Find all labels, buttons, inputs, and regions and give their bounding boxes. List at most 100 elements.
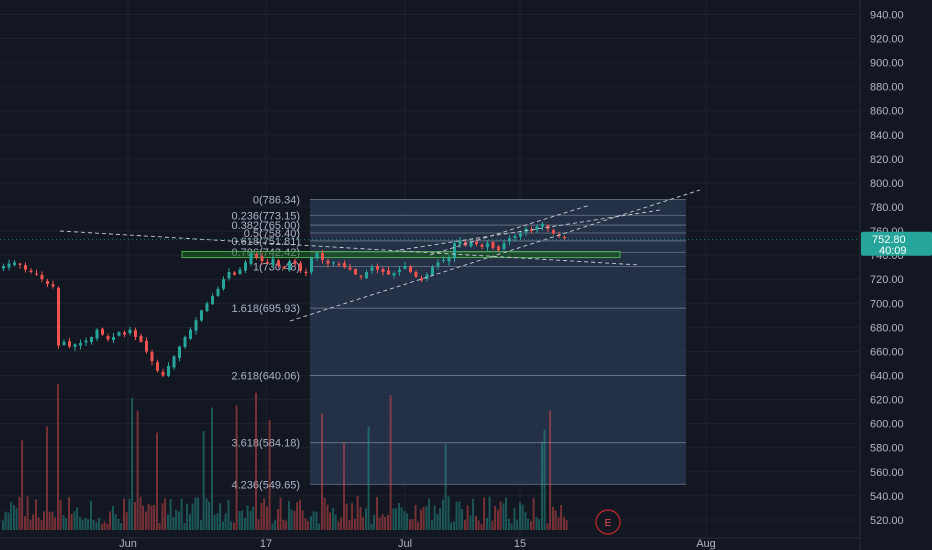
bar-countdown-label: 40:09 (879, 245, 907, 257)
candle-body (150, 351, 154, 362)
volume-bar (205, 498, 208, 530)
volume-bar (145, 511, 147, 530)
volume-bar (508, 518, 510, 530)
y-tick-label: 580.00 (870, 443, 904, 455)
volume-bar (13, 505, 15, 530)
volume-bar (334, 514, 337, 530)
volume-bar (530, 521, 532, 530)
volume-bar (92, 519, 95, 530)
candle-body (403, 265, 407, 269)
volume-bar (354, 518, 356, 530)
volume-bar (95, 522, 98, 530)
candle-body (156, 362, 159, 371)
volume-bar (249, 511, 252, 530)
volume-bar (461, 509, 464, 530)
volume-bar (299, 499, 301, 530)
volume-bar (197, 497, 200, 530)
volume-bar (158, 523, 161, 530)
candle-body (420, 278, 423, 281)
volume-bar (81, 519, 84, 530)
y-tick-label: 920.00 (870, 34, 904, 46)
volume-bar (428, 498, 431, 530)
volume-bar (356, 496, 359, 530)
y-tick-label: 560.00 (870, 467, 904, 479)
candle-body (310, 257, 313, 273)
candle-body (299, 263, 302, 271)
trend-lines[interactable] (59, 189, 701, 322)
volume-bar (180, 498, 183, 530)
volume-bar (21, 440, 24, 530)
y-tick-label: 700.00 (870, 298, 904, 310)
volume-bar (491, 520, 494, 530)
volume-bar (541, 441, 543, 530)
candle-body (62, 341, 66, 345)
candle-body (216, 288, 220, 296)
volume-bar (552, 506, 554, 530)
fib-level-label: 1.618(695.93) (232, 303, 301, 315)
volume-bar (186, 503, 189, 530)
volume-bar (263, 498, 266, 530)
volume-bar (123, 498, 125, 530)
earnings-marker[interactable]: E (595, 509, 621, 535)
candle-body (414, 272, 418, 277)
volume-bar (211, 407, 213, 530)
volume-bar (238, 511, 241, 530)
volume-bar (483, 497, 486, 530)
volume-bar (136, 410, 139, 530)
volume-bar (103, 521, 106, 530)
volume-bars (2, 384, 568, 530)
y-tick-label: 860.00 (870, 106, 904, 118)
volume-bar (208, 501, 211, 530)
candle-body (13, 262, 16, 266)
candle-body (491, 241, 495, 248)
volume-bar (128, 498, 131, 530)
volume-bar (329, 512, 332, 530)
candle-body (519, 233, 522, 237)
candle-body (128, 329, 132, 334)
volume-bar (200, 520, 202, 530)
time-axis[interactable]: Jun 17 Jul 15 Aug (0, 537, 860, 550)
volume-bar (131, 398, 134, 530)
volume-bar (535, 516, 538, 530)
candle-body (255, 254, 258, 258)
volume-bar (161, 503, 164, 530)
volume-bar (439, 507, 442, 530)
volume-bar (134, 501, 136, 530)
volume-bar (370, 523, 373, 530)
candle-body (123, 332, 126, 335)
candle-body (244, 262, 247, 271)
volume-bar (139, 496, 142, 530)
volume-bar (51, 511, 54, 530)
volume-bar (266, 506, 268, 530)
y-tick-label: 620.00 (870, 395, 904, 407)
volume-bar (475, 515, 477, 530)
volume-bar (271, 523, 274, 530)
volume-bar (76, 507, 79, 530)
volume-bar (216, 513, 219, 530)
volume-bar (307, 521, 310, 530)
candle-body (233, 272, 236, 275)
volume-bar (142, 505, 145, 530)
candle-body (387, 270, 390, 275)
volume-bar (560, 505, 563, 530)
support-zone (181, 251, 621, 259)
volume-bar (164, 498, 167, 530)
volume-bar (175, 509, 178, 530)
volume-bar (191, 503, 194, 530)
volume-bar (301, 510, 304, 530)
volume-bar (288, 501, 290, 530)
volume-bar (233, 522, 235, 530)
volume-bar (458, 501, 461, 530)
candle-body (68, 341, 71, 347)
volume-bar (477, 520, 480, 530)
volume-bar (409, 519, 411, 530)
candle-body (431, 267, 434, 276)
volume-bar (420, 509, 422, 530)
volume-bar (392, 508, 395, 530)
volume-bar (274, 520, 277, 530)
volume-bar (362, 516, 365, 530)
volume-bar (153, 505, 156, 530)
earnings-marker-circle[interactable] (595, 509, 621, 535)
